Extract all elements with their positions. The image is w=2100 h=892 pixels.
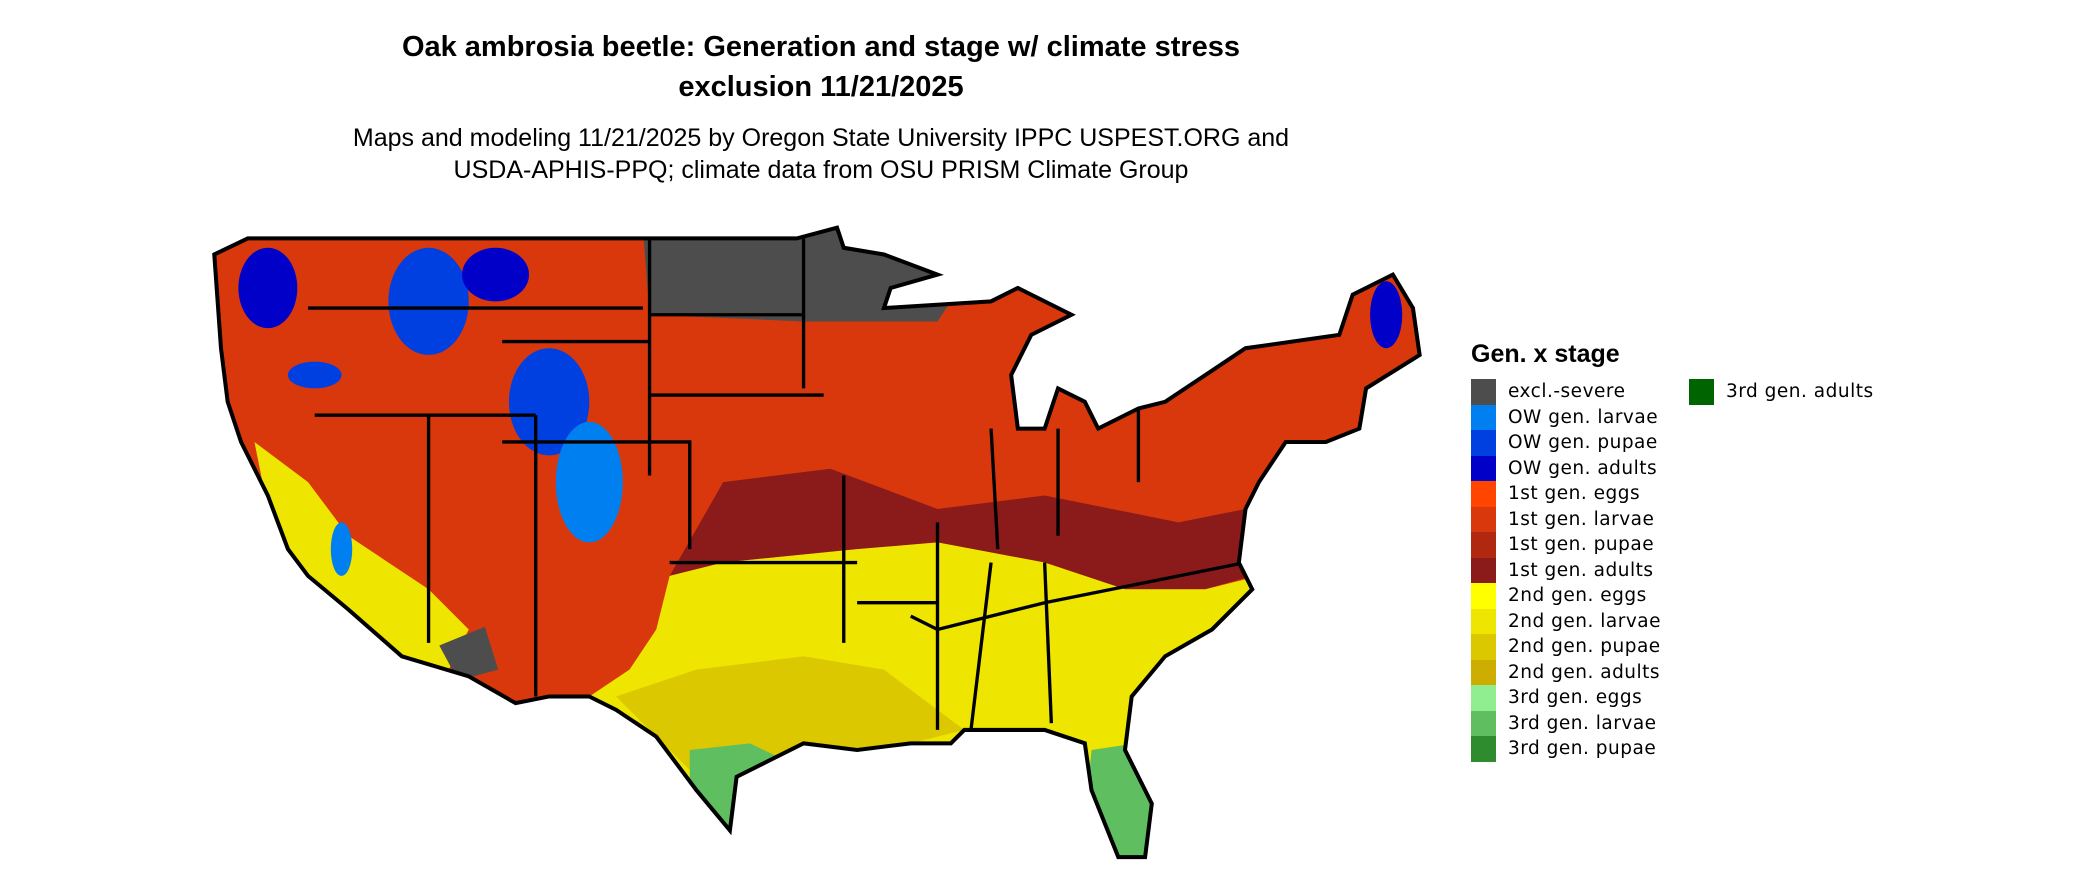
legend-item: 1st gen. larvae	[1471, 506, 1689, 532]
legend-item: 3rd gen. larvae	[1471, 710, 1689, 736]
legend-item: 2nd gen. pupae	[1471, 634, 1689, 660]
map-subtitle: Maps and modeling 11/21/2025 by Oregon S…	[0, 122, 1642, 186]
region-ow-gen-patches	[238, 247, 1403, 576]
legend-item: 3rd gen. eggs	[1471, 685, 1689, 711]
legend-label: 1st gen. pupae	[1508, 534, 1655, 556]
legend-item: 2nd gen. eggs	[1471, 583, 1689, 609]
map-title: Oak ambrosia beetle: Generation and stag…	[0, 27, 1642, 107]
legend-label: 1st gen. larvae	[1508, 508, 1655, 530]
legend-swatch	[1471, 379, 1496, 405]
legend-swatch	[1689, 379, 1714, 405]
legend-item: excl.-severe	[1471, 379, 1689, 405]
subtitle-line-2: USDA-APHIS-PPQ; climate data from OSU PR…	[453, 156, 1189, 184]
legend-swatch	[1471, 736, 1496, 762]
legend-swatch	[1471, 481, 1496, 507]
legend-label: 2nd gen. larvae	[1508, 610, 1661, 632]
legend-label: excl.-severe	[1508, 381, 1626, 403]
legend-swatch	[1471, 685, 1496, 711]
legend-item: 2nd gen. larvae	[1471, 608, 1689, 634]
legend-item: OW gen. larvae	[1471, 404, 1689, 430]
region-2nd-gen-west	[254, 441, 469, 684]
legend-label: 3rd gen. larvae	[1508, 712, 1657, 734]
region-1st-gen-adults	[669, 468, 1253, 590]
legend-item: 1st gen. eggs	[1471, 481, 1689, 507]
legend-item: 1st gen. adults	[1471, 557, 1689, 583]
legend-swatch	[1471, 659, 1496, 685]
region-3rd-gen-texas	[689, 743, 797, 838]
legend-label: 2nd gen. eggs	[1508, 585, 1647, 607]
legend-label: OW gen. pupae	[1508, 432, 1658, 454]
legend-item: 1st gen. pupae	[1471, 532, 1689, 558]
subtitle-line-1: Maps and modeling 11/21/2025 by Oregon S…	[352, 124, 1290, 152]
legend-swatch	[1471, 506, 1496, 532]
legend-label: 3rd gen. pupae	[1508, 738, 1657, 760]
legend-swatch	[1471, 710, 1496, 736]
legend-item: 2nd gen. adults	[1471, 659, 1689, 685]
legend-item: OW gen. adults	[1471, 455, 1689, 481]
state-borders	[308, 238, 1246, 731]
legend-label: 2nd gen. adults	[1508, 661, 1661, 683]
legend-label: OW gen. adults	[1508, 457, 1658, 479]
legend-swatch	[1471, 455, 1496, 481]
legend-label: 3rd gen. adults	[1726, 381, 1874, 403]
legend-swatch	[1471, 583, 1496, 609]
legend-label: OW gen. larvae	[1508, 406, 1659, 428]
legend-swatch	[1471, 404, 1496, 430]
legend: Gen. x stage excl.-severe OW gen. larvae O…	[1471, 340, 1907, 762]
legend-swatch	[1471, 634, 1496, 660]
legend-swatch	[1471, 608, 1496, 634]
legend-item: OW gen. pupae	[1471, 430, 1689, 456]
title-line-1: Oak ambrosia beetle: Generation and stag…	[401, 31, 1241, 63]
legend-swatch	[1471, 430, 1496, 456]
region-excl-severe-az	[439, 626, 499, 681]
legend-item: 3rd gen. pupae	[1471, 736, 1689, 762]
legend-label: 3rd gen. eggs	[1508, 687, 1643, 709]
legend-swatch	[1471, 532, 1496, 558]
legend-label: 1st gen. eggs	[1508, 483, 1641, 505]
legend-swatch	[1471, 557, 1496, 583]
legend-label: 1st gen. adults	[1508, 559, 1654, 581]
legend-item: 3rd gen. adults	[1689, 379, 1907, 405]
title-line-2: exclusion 11/21/2025	[678, 71, 964, 103]
legend-title: Gen. x stage	[1471, 340, 1620, 368]
legend-label: 2nd gen. pupae	[1508, 636, 1661, 658]
